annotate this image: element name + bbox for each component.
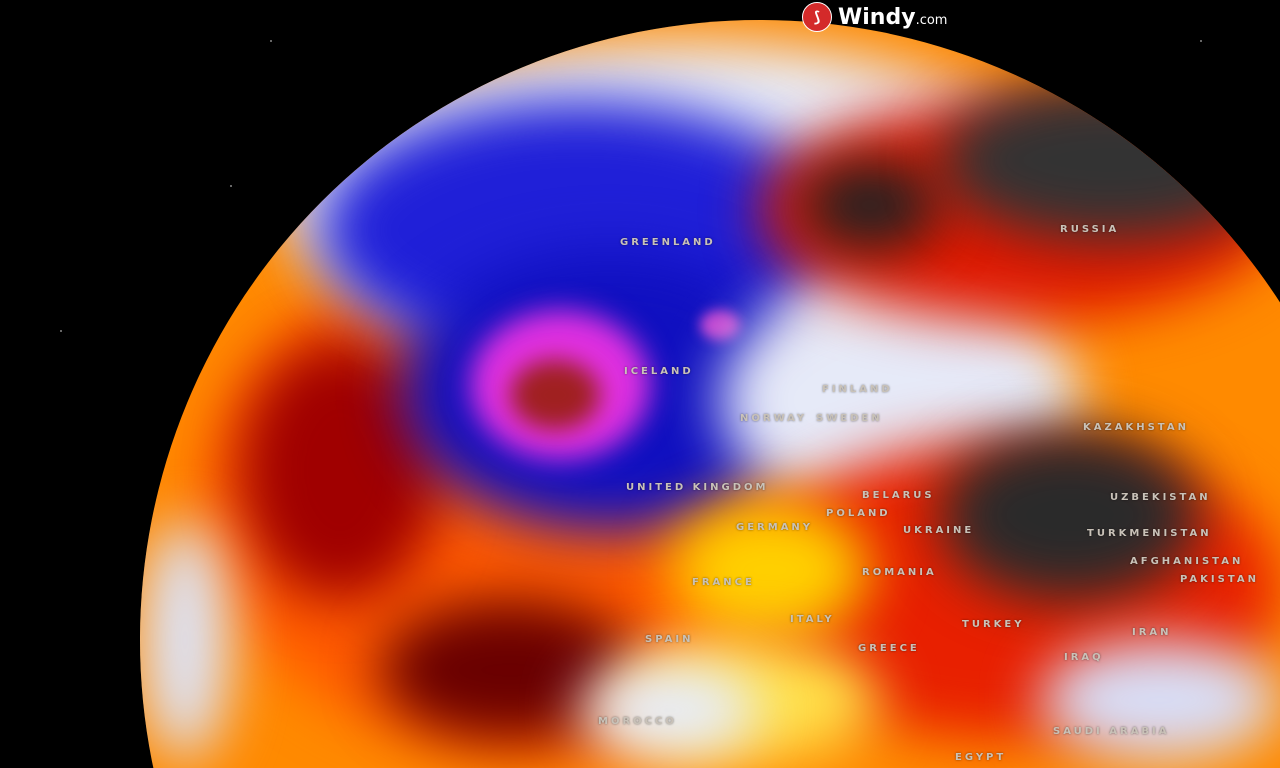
windy-logo-icon: ⟆ (802, 2, 832, 32)
west-cold (140, 520, 230, 760)
star (270, 40, 272, 42)
low-core (510, 360, 600, 430)
label-france: FRANCE (692, 577, 755, 588)
label-finland: FINLAND (822, 384, 893, 395)
brand-suffix: .com (915, 12, 948, 28)
label-turkmenistan: TURKMENISTAN (1087, 528, 1212, 539)
arabia-white (1040, 640, 1280, 760)
label-romania: ROMANIA (862, 567, 937, 578)
label-united-kingdom: UNITED KINGDOM (626, 482, 769, 493)
label-norway: NORWAY (740, 413, 808, 424)
label-italy: ITALY (790, 614, 835, 625)
label-kazakhstan: KAZAKHSTAN (1083, 422, 1189, 433)
label-spain: SPAIN (645, 634, 694, 645)
label-turkey: TURKEY (962, 619, 1025, 630)
europe-yellow (670, 500, 870, 640)
label-saudi-arabia: SAUDI ARABIA (1053, 726, 1170, 737)
label-iraq: IRAQ (1064, 652, 1104, 663)
russia-black (800, 160, 940, 250)
siberia-black (940, 80, 1280, 240)
label-greenland: GREENLAND (620, 237, 716, 248)
brand-name: Windy (838, 4, 916, 30)
label-poland: POLAND (826, 508, 891, 519)
weather-globe[interactable] (140, 20, 1280, 768)
label-morocco: MOROCCO (598, 716, 677, 727)
label-germany: GERMANY (736, 522, 814, 533)
label-iceland: ICELAND (624, 366, 694, 377)
small-low (700, 310, 740, 340)
label-greece: GREECE (858, 643, 920, 654)
caspian-black (940, 430, 1200, 600)
label-sweden: SWEDEN (816, 413, 883, 424)
windy-logo[interactable]: ⟆ Windy.com (802, 2, 947, 32)
star (60, 330, 62, 332)
label-ukraine: UKRAINE (903, 525, 975, 536)
label-pakistan: PAKISTAN (1180, 574, 1259, 585)
africa-white (580, 660, 760, 760)
label-iran: IRAN (1132, 627, 1172, 638)
label-uzbekistan: UZBEKISTAN (1110, 492, 1211, 503)
label-egypt: EGYPT (955, 752, 1007, 763)
star (1200, 40, 1202, 42)
label-belarus: BELARUS (862, 490, 935, 501)
label-afghanistan: AFGHANISTAN (1130, 556, 1244, 567)
label-russia: RUSSIA (1060, 224, 1120, 235)
star (230, 185, 232, 187)
